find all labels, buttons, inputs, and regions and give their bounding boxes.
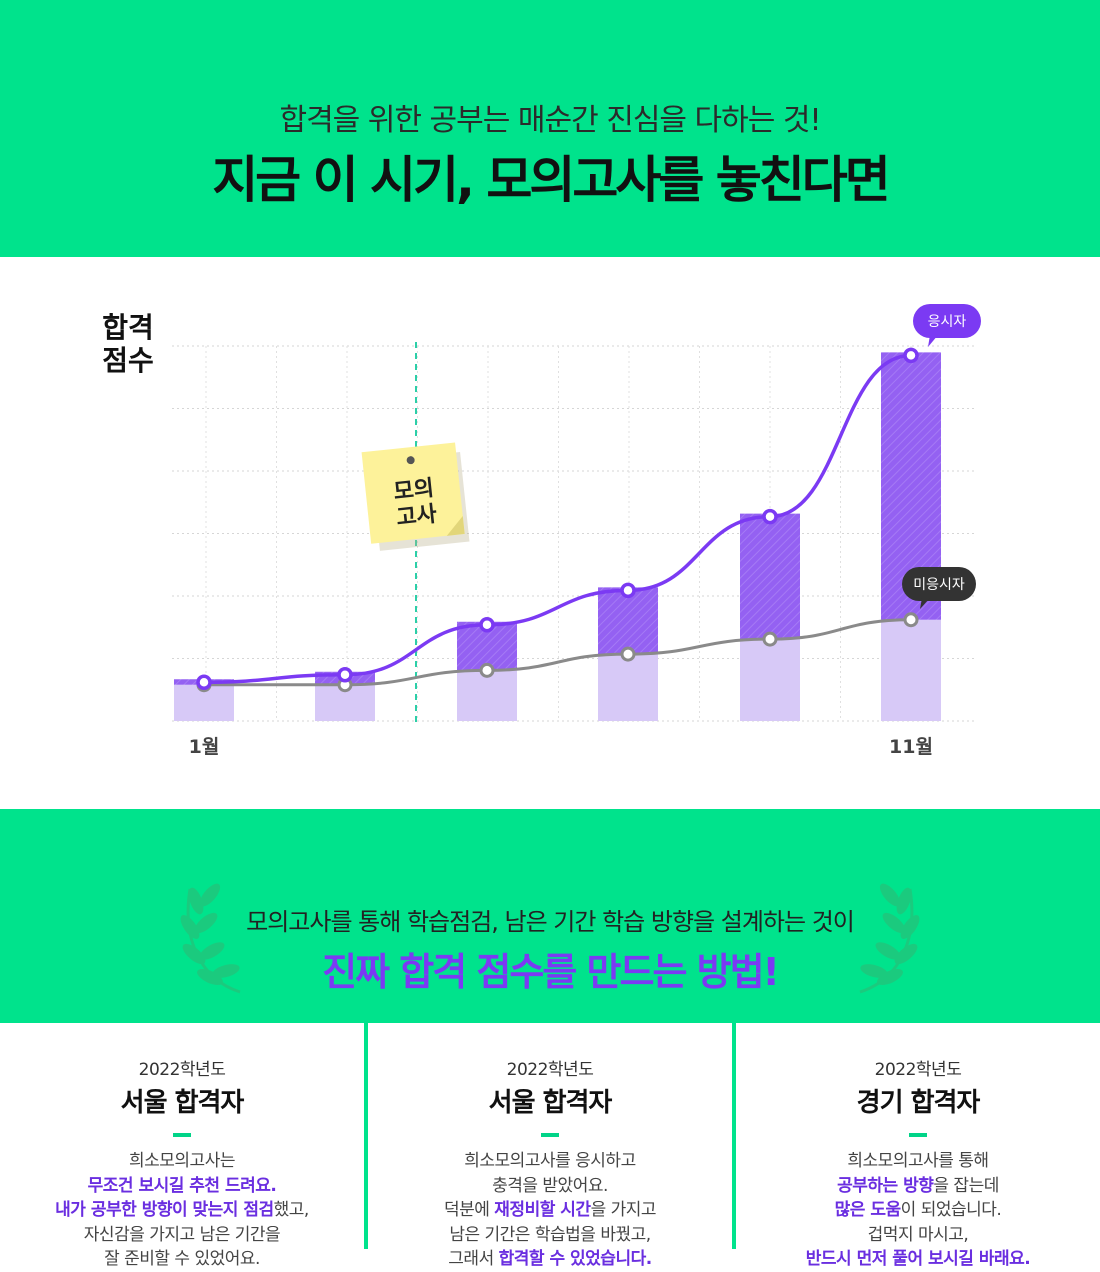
- testimonial-card-1: 2022학년도 서울 합격자 희소모의고사는 무조건 보시길 추천 드려요. 내가 …: [0, 1023, 364, 1269]
- highlight-text: 재정비할 시간: [494, 1200, 591, 1220]
- card-body-line: 겁먹지 마시고,: [736, 1223, 1100, 1248]
- testimonials: 2022학년도 서울 합격자 희소모의고사는 무조건 보시길 추천 드려요. 내가 …: [0, 1023, 1100, 1269]
- legend-nontaker-bubble: 미응시자: [902, 567, 976, 609]
- point-nontaker: [762, 631, 778, 647]
- point-nontaker: [903, 612, 919, 628]
- card-accent-bar: [173, 1133, 191, 1137]
- card-body-line: 희소모의고사를 응시하고: [368, 1149, 732, 1174]
- bar-nontaker: [457, 670, 517, 721]
- legend-nontaker-label: 미응시자: [913, 577, 965, 593]
- method-banner: 모의고사를 통해 학습점검, 남은 기간 학습 방향을 설계하는 것이 진짜 합…: [0, 809, 1100, 1023]
- body-text: 잘 준비할 수 있었어요.: [104, 1249, 260, 1269]
- pin-icon: [406, 456, 415, 465]
- chart-svg: 합격 점수 1월 11월 모의 고사 응시자 미응시자: [102, 304, 981, 758]
- body-text: 이 되었습니다.: [900, 1200, 1002, 1220]
- laurel-right-icon: [859, 883, 920, 994]
- bar-nontaker: [598, 654, 658, 721]
- card-title: 서울 합격자: [120, 1088, 245, 1118]
- card-title: 경기 합격자: [856, 1088, 981, 1118]
- highlight-text: 많은 도움: [834, 1200, 901, 1220]
- body-text: 덕분에: [443, 1200, 495, 1220]
- card-body-line: 덕분에 재정비할 시간을 가지고: [368, 1198, 732, 1223]
- point-taker: [337, 667, 353, 683]
- line-nontaker: [203, 618, 912, 687]
- body-text: 했고,: [273, 1200, 310, 1220]
- card-year: 2022학년도: [138, 1060, 226, 1080]
- body-text: 겁먹지 마시고,: [867, 1224, 969, 1245]
- body-text: 희소모의고사를 통해: [847, 1151, 989, 1171]
- point-taker: [620, 582, 636, 599]
- card-body-line: 무조건 보시길 추천 드려요.: [0, 1174, 364, 1199]
- x-tick-label-start: 1월: [189, 736, 220, 758]
- sticky-note-line1: 모의: [392, 476, 435, 505]
- point-nontaker: [479, 662, 495, 678]
- card-body-line: 자신감을 가지고 남은 기간을: [0, 1223, 364, 1248]
- highlight-text: 무조건 보시길 추천 드려요.: [87, 1175, 277, 1196]
- mock-exam-sticky-note: 모의 고사: [361, 442, 470, 551]
- highlight-text: 내가 공부한 방향이 맞는지 점검: [55, 1200, 274, 1220]
- point-taker: [196, 674, 212, 690]
- point-taker: [762, 508, 778, 525]
- bar-taker-gain: [598, 587, 658, 655]
- point-nontaker: [620, 646, 636, 662]
- y-axis-label-line1: 합격: [102, 311, 154, 344]
- body-text: 을 가지고: [590, 1200, 657, 1220]
- card-title: 서울 합격자: [488, 1088, 613, 1118]
- laurel-left-icon: [180, 883, 241, 994]
- card-body-line: 그래서 합격할 수 있었습니다.: [368, 1247, 732, 1272]
- method-title: 진짜 합격 점수를 만드는 방법!: [322, 950, 780, 994]
- bar-nontaker: [881, 619, 941, 721]
- card-body-line: 공부하는 방향을 잡는데: [736, 1174, 1100, 1199]
- top-subtitle: 합격을 위한 공부는 매순간 진심을 다하는 것!: [279, 103, 821, 138]
- card-body-line: 남은 기간은 학습법을 바꿨고,: [368, 1223, 732, 1248]
- body-text: 희소모의고사는: [129, 1151, 235, 1171]
- card-body-line: 충격을 받았어요.: [368, 1174, 732, 1199]
- body-text: 을 잡는데: [933, 1175, 999, 1196]
- method-subtitle: 모의고사를 통해 학습점검, 남은 기간 학습 방향을 설계하는 것이: [246, 908, 855, 936]
- card-accent-bar: [541, 1133, 559, 1137]
- card-year: 2022학년도: [874, 1060, 962, 1080]
- bar-nontaker: [740, 639, 800, 721]
- highlight-text: 공부하는 방향: [837, 1175, 934, 1196]
- card-body-line: 많은 도움이 되었습니다.: [736, 1198, 1100, 1223]
- card-body-line: 희소모의고사를 통해: [736, 1149, 1100, 1174]
- point-taker: [479, 617, 495, 633]
- testimonial-card-3: 2022학년도 경기 합격자 희소모의고사를 통해 공부하는 방향을 잡는데 많은 …: [736, 1023, 1100, 1269]
- body-text: 남은 기간은 학습법을 바꿨고,: [449, 1224, 651, 1245]
- body-text: 희소모의고사를 응시하고: [464, 1151, 636, 1171]
- top-banner: 합격을 위한 공부는 매순간 진심을 다하는 것! 지금 이 시기, 모의고사를…: [0, 0, 1100, 257]
- legend-taker-bubble: 응시자: [913, 304, 981, 347]
- highlight-text: 반드시 먼저 풀어 보시길 바래요.: [805, 1249, 1031, 1269]
- card-body-line: 잘 준비할 수 있었어요.: [0, 1247, 364, 1272]
- legend-taker-label: 응시자: [928, 314, 967, 330]
- laurel-decoration: [180, 883, 920, 994]
- body-text: 자신감을 가지고 남은 기간을: [83, 1224, 281, 1245]
- card-body: 희소모의고사를 응시하고 충격을 받았어요. 덕분에 재정비할 시간을 가지고 남은 …: [368, 1149, 732, 1272]
- line-taker: [203, 353, 912, 684]
- bar-taker-gain: [740, 513, 800, 640]
- card-year: 2022학년도: [506, 1060, 594, 1080]
- card-accent-bar: [909, 1133, 927, 1137]
- sticky-note-line2: 고사: [395, 502, 439, 531]
- score-chart: 합격 점수 1월 11월 모의 고사 응시자 미응시자: [0, 257, 1100, 809]
- y-axis-label-line2: 점수: [102, 344, 154, 377]
- card-body: 희소모의고사를 통해 공부하는 방향을 잡는데 많은 도움이 되었습니다. 겁먹지 마…: [736, 1149, 1100, 1272]
- top-title: 지금 이 시기, 모의고사를 놓친다면: [212, 151, 891, 209]
- card-body-line: 반드시 먼저 풀어 보시길 바래요.: [736, 1247, 1100, 1272]
- highlight-text: 합격할 수 있었습니다.: [498, 1249, 653, 1269]
- card-divider: [732, 1023, 736, 1249]
- card-divider: [364, 1023, 368, 1249]
- body-text: 충격을 받았어요.: [492, 1175, 608, 1196]
- card-body-line: 희소모의고사는: [0, 1149, 364, 1174]
- card-body-line: 내가 공부한 방향이 맞는지 점검했고,: [0, 1198, 364, 1223]
- card-body: 희소모의고사는 무조건 보시길 추천 드려요. 내가 공부한 방향이 맞는지 점검했…: [0, 1149, 364, 1272]
- body-text: 그래서: [448, 1249, 499, 1269]
- x-tick-label-end: 11월: [889, 736, 933, 758]
- point-taker: [903, 347, 919, 364]
